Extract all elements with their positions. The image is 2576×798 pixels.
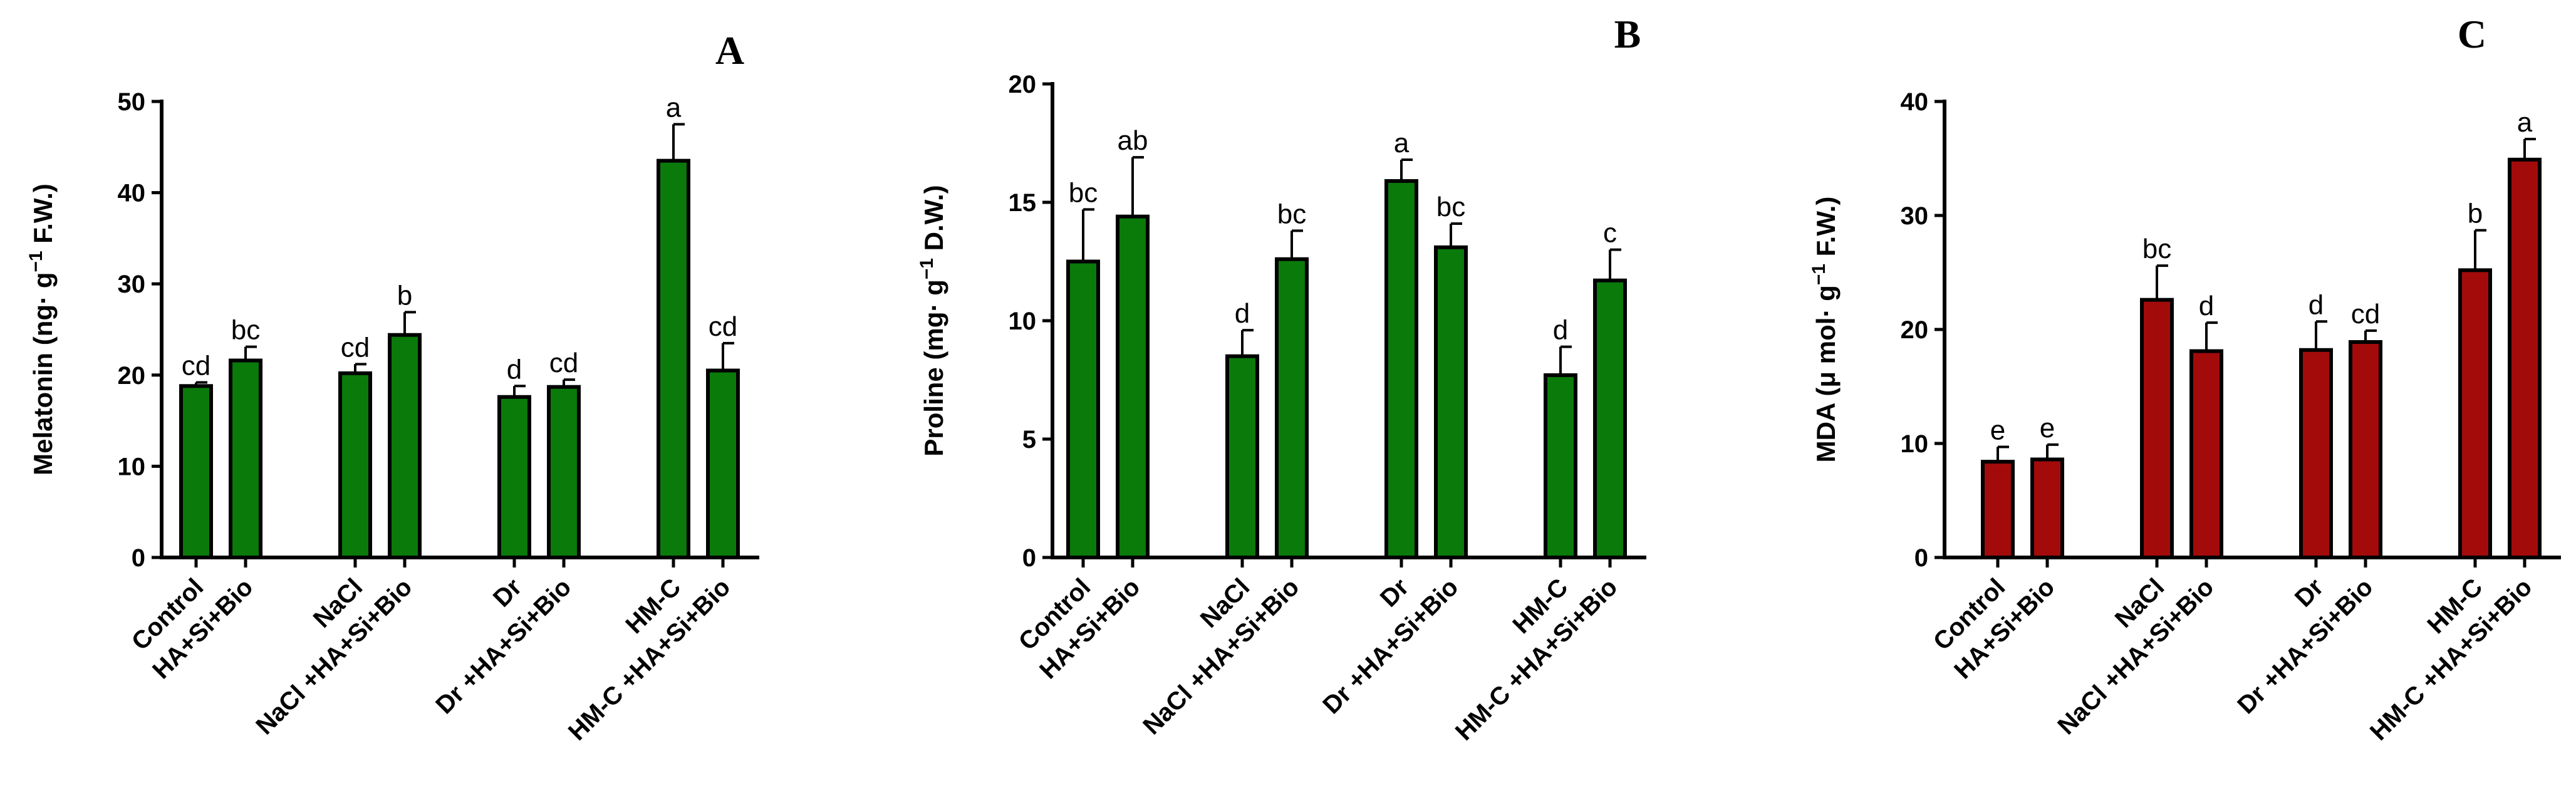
significance-letter: b — [397, 280, 412, 311]
bar — [2349, 340, 2382, 560]
x-tick-label: Dr — [1375, 573, 1415, 613]
y-axis-title: Melatonin (ng· g−1 F.W.) — [26, 184, 58, 475]
y-axis-title: MDA (μ mol· g−1 F.W.) — [1809, 197, 1841, 463]
y-tick-label: 30 — [1901, 202, 1929, 230]
bar — [388, 333, 422, 560]
x-tick-label: Dr — [2290, 573, 2329, 613]
bar — [1593, 278, 1627, 559]
y-tick-label: 20 — [118, 362, 146, 390]
bar — [706, 368, 740, 560]
y-tick-label: 5 — [1022, 426, 1036, 453]
panel-label: A — [715, 28, 744, 73]
significance-letter: cd — [2351, 299, 2380, 329]
significance-letter: d — [1553, 315, 1568, 346]
panel-label: C — [2458, 12, 2486, 56]
y-axis-title-unit: F.W.) — [1811, 197, 1841, 264]
significance-letter: bc — [2142, 234, 2171, 264]
y-tick-label: 10 — [118, 453, 146, 480]
bar — [1434, 245, 1468, 559]
y-axis-title-main: Proline (mg· g — [919, 279, 948, 456]
y-axis-title-exponent: −1 — [917, 258, 937, 279]
y-tick-label: 10 — [1009, 308, 1037, 335]
significance-letter: b — [2468, 199, 2483, 229]
y-tick-label: 0 — [132, 544, 145, 572]
y-tick-label: 50 — [118, 88, 146, 116]
significance-letter: d — [2309, 289, 2324, 320]
significance-letter: bc — [1277, 199, 1306, 229]
y-tick-label: 0 — [1914, 544, 1928, 572]
significance-letter: a — [2517, 107, 2533, 138]
bar — [2458, 268, 2492, 559]
bar — [1544, 373, 1577, 559]
y-axis-title-exponent: −1 — [26, 251, 46, 272]
significance-letter: bc — [231, 315, 260, 346]
bar — [1225, 354, 1259, 559]
significance-letter: d — [2199, 291, 2214, 321]
bar — [2140, 298, 2174, 559]
significance-letter: bc — [1069, 177, 1098, 208]
y-axis-title-unit: F.W.) — [28, 184, 58, 251]
significance-letter: e — [2040, 413, 2055, 443]
bar — [338, 371, 372, 559]
bar — [2189, 349, 2223, 560]
y-tick-label: 20 — [1009, 71, 1037, 98]
significance-letter: cd — [549, 348, 578, 378]
bar — [2030, 457, 2064, 559]
bar — [1116, 214, 1150, 559]
y-axis-title-unit: D.W.) — [919, 185, 948, 258]
y-axis-title-main: Melatonin (ng· g — [28, 272, 58, 475]
significance-letter: ab — [1118, 125, 1148, 156]
bar — [2299, 348, 2333, 559]
bar — [1275, 257, 1309, 559]
bar — [2508, 157, 2542, 559]
y-tick-label: 10 — [1901, 430, 1929, 458]
bar — [1384, 179, 1418, 560]
y-tick-label: 40 — [1901, 88, 1929, 116]
significance-letter: bc — [1436, 192, 1465, 222]
significance-letter: cd — [709, 311, 737, 342]
y-tick-label: 0 — [1022, 544, 1036, 572]
significance-letter: c — [1603, 218, 1617, 249]
significance-letter: d — [507, 354, 522, 385]
bar — [497, 395, 531, 560]
significance-letter: cd — [341, 332, 370, 363]
y-tick-label: 40 — [118, 180, 146, 207]
bar — [657, 158, 690, 559]
bar — [229, 358, 262, 560]
significance-letter: a — [1394, 128, 1410, 158]
bar — [547, 385, 581, 560]
y-axis-title-exponent: −1 — [1809, 264, 1829, 285]
y-tick-label: 15 — [1009, 189, 1037, 217]
significance-letter: e — [1990, 415, 2005, 445]
bar — [179, 384, 213, 559]
significance-letter: cd — [182, 350, 210, 381]
significance-letter: a — [666, 92, 682, 123]
y-axis-title-main: MDA (μ mol· g — [1811, 285, 1841, 462]
y-axis-title: Proline (mg· g−1 D.W.) — [917, 185, 948, 456]
bar — [1981, 460, 2015, 559]
panel-label: B — [1614, 12, 1641, 56]
significance-letter: d — [1235, 298, 1250, 329]
y-tick-label: 20 — [1901, 316, 1929, 344]
bar — [1066, 259, 1100, 559]
y-tick-label: 30 — [118, 271, 146, 298]
x-tick-label: Dr — [488, 573, 527, 613]
